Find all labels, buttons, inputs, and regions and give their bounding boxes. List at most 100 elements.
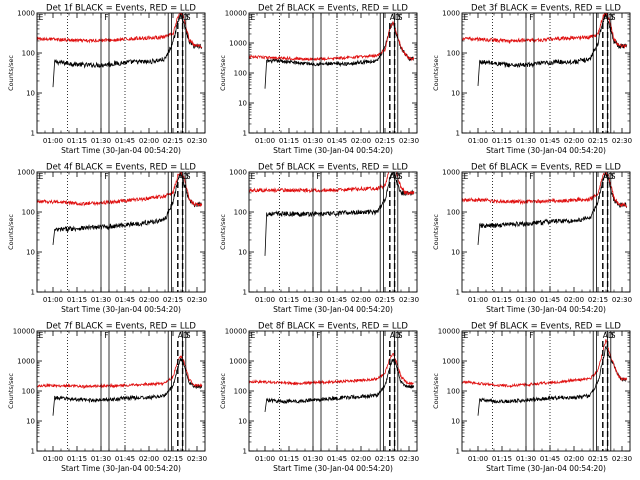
x-axis-label: Start Time (30-Jan-04 00:54:20): [486, 305, 606, 314]
y-tick-label: 100: [22, 388, 35, 396]
x-tick-label: 02:15: [375, 137, 395, 145]
event-letter-label: S: [186, 172, 191, 181]
x-tick-label: 01:00: [255, 455, 275, 463]
lld-series-line: [462, 172, 628, 208]
x-tick-label: 01:30: [303, 455, 323, 463]
plot-frame: [461, 171, 631, 293]
y-tick-label: 1000: [17, 169, 35, 177]
y-tick-label: 10: [26, 249, 35, 257]
detector-panel: Det 3f BLACK = Events, RED = LLD Counts/s…: [432, 4, 632, 156]
x-tick-label: 01:30: [91, 296, 111, 304]
lld-series-line: [37, 355, 203, 390]
x-tick-label: 02:00: [139, 296, 159, 304]
events-series-line: [52, 13, 203, 88]
x-tick-label: 02:15: [588, 296, 608, 304]
event-letter-label: S: [611, 331, 616, 340]
y-tick-label: 10: [451, 418, 460, 426]
y-tick-label: 1: [456, 448, 460, 456]
event-letter-label: S: [186, 13, 191, 22]
x-tick-label: 01:15: [492, 455, 512, 463]
x-tick-label: 02:30: [399, 296, 419, 304]
y-tick-label: 1000: [442, 169, 460, 177]
x-tick-label: 01:00: [255, 137, 275, 145]
x-tick-label: 01:00: [43, 455, 63, 463]
x-tick-label: 02:15: [588, 137, 608, 145]
y-tick-label: 1: [456, 289, 460, 297]
x-tick-label: 02:00: [564, 296, 584, 304]
x-tick-label: 01:45: [115, 296, 135, 304]
x-tick-label: 02:30: [612, 137, 632, 145]
x-tick-label: 02:15: [375, 296, 395, 304]
y-tick-label: 10: [451, 249, 460, 257]
y-tick-label: 100: [234, 209, 247, 217]
x-tick-label: 01:45: [327, 296, 347, 304]
plot-frame: [36, 171, 206, 293]
x-tick-label: 02:30: [399, 137, 419, 145]
detector-panel: Det 9f BLACK = Events, RED = LLD Counts/s…: [432, 322, 632, 474]
x-tick-label: 02:15: [588, 455, 608, 463]
plot-frame: [248, 12, 418, 134]
detector-panel: Det 4f BLACK = Events, RED = LLD Counts/s…: [7, 163, 207, 315]
event-letter-label: F: [104, 331, 108, 340]
y-tick-label: 10000: [225, 328, 247, 336]
x-tick-label: 02:15: [163, 137, 183, 145]
x-tick-label: 02:30: [399, 455, 419, 463]
panel-title: Det 2f BLACK = Events, RED = LLD: [258, 4, 408, 14]
detector-panel: Det 1f BLACK = Events, RED = LLD Counts/s…: [7, 4, 207, 156]
y-tick-label: 1: [31, 289, 35, 297]
event-letter-label: E: [251, 331, 256, 340]
y-axis-label: Counts/sec: [7, 373, 15, 409]
events-series-line: [477, 172, 628, 245]
y-tick-label: 1000: [442, 10, 460, 18]
x-tick-label: 01:15: [492, 296, 512, 304]
x-axis-label: Start Time (30-Jan-04 00:54:20): [273, 305, 393, 314]
x-axis-label: Start Time (30-Jan-04 00:54:20): [61, 305, 181, 314]
event-letter-label: E: [464, 13, 469, 22]
y-tick-label: 1: [456, 130, 460, 138]
event-letter-label: AD: [603, 331, 614, 340]
x-tick-label: 02:30: [187, 137, 207, 145]
x-axis-label: Start Time (30-Jan-04 00:54:20): [61, 464, 181, 473]
panel-title: Det 7f BLACK = Events, RED = LLD: [46, 322, 196, 332]
plot-frame: [248, 330, 418, 452]
x-axis-label: Start Time (30-Jan-04 00:54:20): [486, 464, 606, 473]
plot-frame: [36, 12, 206, 134]
y-axis-label: Counts/sec: [432, 373, 440, 409]
x-tick-label: 01:45: [115, 137, 135, 145]
event-letter-label: F: [316, 172, 320, 181]
event-letter-label: F: [529, 331, 533, 340]
event-letter-label: E: [464, 331, 469, 340]
event-letter-label: E: [251, 172, 256, 181]
y-tick-label: 10: [26, 90, 35, 98]
y-tick-label: 100: [234, 70, 247, 78]
event-letter-label: S: [398, 172, 403, 181]
plot-frame: [461, 12, 631, 134]
x-tick-label: 01:00: [468, 455, 488, 463]
y-tick-label: 10: [238, 418, 247, 426]
event-letter-label: S: [611, 13, 616, 22]
x-tick-label: 02:15: [163, 296, 183, 304]
detector-panel: Det 5f BLACK = Events, RED = LLD Counts/s…: [219, 163, 419, 315]
event-letter-label: AD: [390, 331, 401, 340]
y-tick-label: 10: [238, 100, 247, 108]
event-letter-label: E: [39, 13, 44, 22]
lld-series-line: [462, 339, 628, 389]
y-tick-label: 1000: [229, 169, 247, 177]
y-tick-label: 10: [26, 418, 35, 426]
events-series-line: [264, 358, 415, 413]
x-tick-label: 01:15: [67, 137, 87, 145]
x-tick-label: 02:30: [187, 455, 207, 463]
x-tick-label: 01:00: [255, 296, 275, 304]
event-letter-label: S: [186, 331, 191, 340]
detector-panel: Det 2f BLACK = Events, RED = LLD Counts/s…: [219, 4, 419, 156]
lld-series-line: [249, 172, 415, 196]
event-letter-label: E: [39, 172, 44, 181]
y-tick-label: 100: [447, 388, 460, 396]
panel-title: Det 8f BLACK = Events, RED = LLD: [258, 322, 408, 332]
y-tick-label: 1000: [442, 358, 460, 366]
x-tick-label: 02:00: [351, 455, 371, 463]
event-letter-label: F: [529, 172, 533, 181]
event-letter-label: E: [39, 331, 44, 340]
y-tick-label: 10: [451, 90, 460, 98]
event-letter-label: AD: [178, 172, 189, 181]
